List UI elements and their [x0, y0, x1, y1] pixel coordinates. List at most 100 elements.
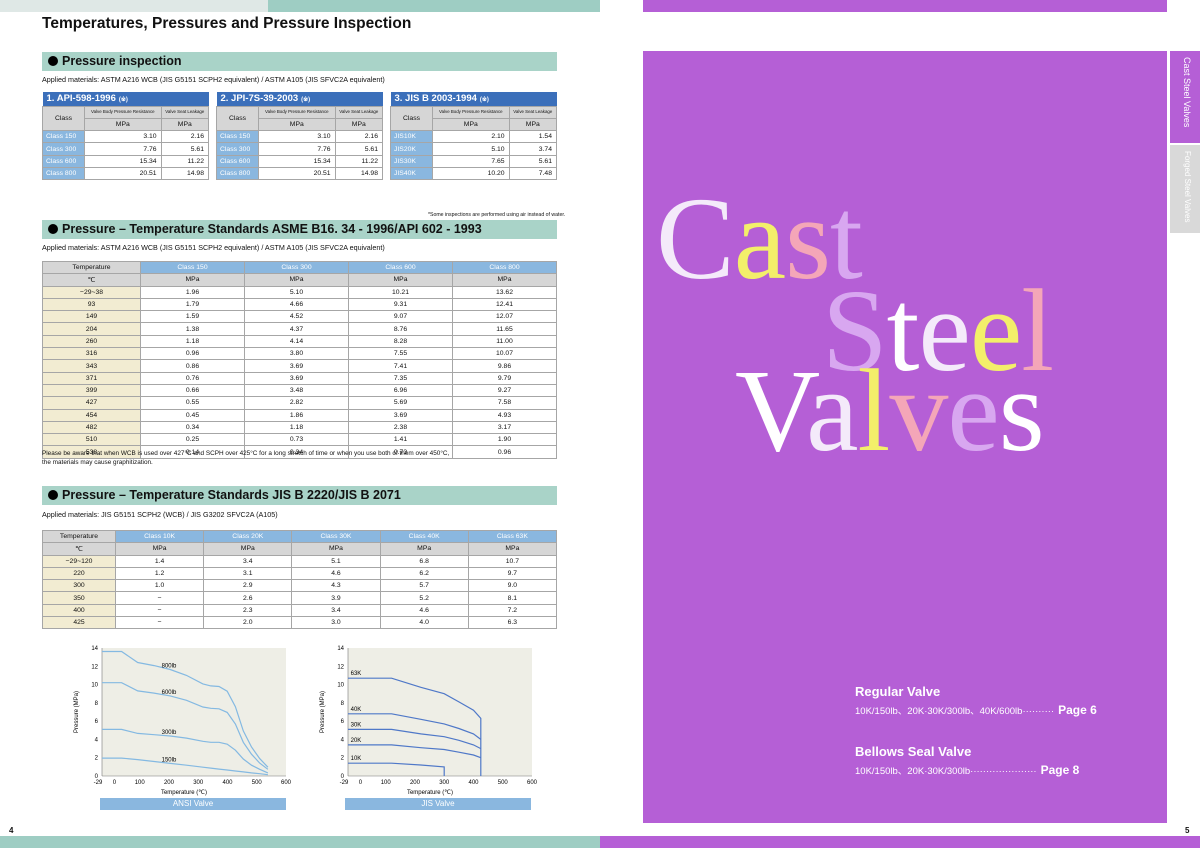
pressure-cell: 4.0: [379, 616, 469, 630]
value-cell: 11.22: [160, 154, 210, 168]
pressure-cell: 3.1: [203, 566, 293, 581]
y-tick-label: 14: [91, 646, 98, 652]
bullet-icon: [48, 224, 58, 234]
unit-header: MPa: [84, 117, 162, 132]
pressure-cell: −: [114, 591, 205, 605]
pressure-cell: 1.18: [244, 420, 349, 435]
table-row: Class 600 15.34 11.22: [42, 154, 210, 168]
class-cell: JIS10K: [390, 130, 433, 144]
table-row: 510 0.25 0.73 1.41 1.90: [42, 433, 557, 447]
table-row: 316 0.96 3.80 7.55 10.07: [42, 347, 557, 361]
tab-cast-steel[interactable]: Cast Steel Valves: [1170, 51, 1200, 143]
unit-header: MPa: [140, 273, 245, 287]
bottom-bar-left: [0, 836, 600, 848]
x-tick-label: 0: [359, 780, 363, 786]
item-title: Bellows Seal Valve: [855, 744, 972, 759]
table-row: 400−2.3 3.4 4.6 7.2: [42, 603, 558, 618]
series-label: 600lb: [162, 690, 177, 696]
pressure-cell: 6.3: [467, 616, 558, 630]
pressure-cell: 10.7: [467, 554, 558, 568]
pressure-cell: 0.45: [140, 408, 245, 422]
pressure-cell: 1.59: [140, 310, 245, 324]
inspection-table-title: 1. API-598-1996 (※): [42, 92, 209, 106]
class-cell: Class 600: [216, 154, 259, 168]
tab-forged-steel[interactable]: Forged Steel Valves: [1170, 145, 1200, 233]
y-tick-label: 6: [341, 719, 345, 725]
temperature-cell: 482: [42, 420, 141, 435]
table-row: 538 0.14 0.34 0.73 0.96: [42, 445, 557, 459]
value-cell: 5.10: [432, 142, 510, 156]
class-header: Class: [390, 105, 433, 132]
x-axis-label: Temperature (℃): [407, 790, 453, 796]
table-row: JIS20K 5.10 3.74: [390, 142, 558, 156]
pressure-cell: 5.7: [379, 579, 469, 593]
pressure-cell: 1.38: [140, 322, 245, 336]
y-tick-label: 8: [95, 701, 99, 707]
temp-header: Temperature: [42, 529, 116, 544]
pressure-cell: 1.18: [140, 334, 245, 349]
unit-header: MPa: [348, 273, 453, 287]
value-cell: 7.65: [432, 154, 510, 168]
temperature-cell: 260: [42, 334, 141, 349]
table-row: Class 150 3.10 2.16: [42, 130, 210, 144]
table-row: 425−2.0 3.0 4.0 6.3: [42, 616, 558, 630]
value-cell: 11.22: [334, 154, 384, 168]
temperature-cell: 427: [42, 396, 141, 410]
temp-unit-header: ℃: [42, 542, 116, 556]
cover-letter: e: [947, 345, 999, 476]
seat-leakage-header: Valve Seat Leakage: [160, 105, 210, 119]
table-row: Class 300 7.76 5.61: [42, 142, 210, 156]
pressure-cell: 5.69: [348, 396, 453, 410]
asme-table: Temperature Class 150 Class 300 Class 600 Cl…: [42, 260, 557, 459]
pressure-cell: 9.07: [348, 310, 453, 324]
pressure-cell: 1.0: [114, 579, 205, 593]
unit-header: MPa: [244, 273, 349, 287]
unit-header: MPa: [508, 117, 558, 132]
series-line-30K: [348, 728, 482, 750]
pressure-cell: 1.86: [244, 408, 349, 422]
cover-letter: a: [733, 173, 786, 304]
pressure-cell: 0.55: [140, 396, 245, 410]
note-mark: (※): [301, 97, 311, 104]
series-line-600lb: [102, 682, 269, 770]
jis-table: Temperature Class 10K Class 20K Class 30K Cl…: [42, 529, 558, 630]
pressure-cell: 1.96: [140, 285, 245, 299]
class-cell: Class 800: [42, 166, 85, 181]
pressure-cell: 10.21: [348, 285, 453, 299]
inspection-table: 1. API-598-1996 (※) Class Valve Body Pressu…: [42, 92, 210, 181]
pressure-cell: 5.1: [291, 554, 381, 568]
pressure-cell: 2.9: [203, 579, 293, 593]
temperature-cell: 343: [42, 359, 141, 373]
unit-header: MPa: [432, 117, 510, 132]
y-tick-label: 0: [341, 774, 345, 780]
value-cell: 14.98: [334, 166, 384, 181]
seat-leakage-header: Valve Seat Leakage: [508, 105, 558, 119]
class-header: Class 600: [348, 260, 453, 275]
series-line-63K: [348, 677, 482, 776]
temperature-cell: 300: [42, 579, 116, 593]
series-line-150lb: [102, 757, 268, 776]
value-cell: 2.16: [160, 130, 210, 144]
series-line-800lb: [102, 650, 269, 768]
temperature-cell: −29~120: [42, 554, 116, 568]
cover-letter: V: [735, 345, 807, 476]
pressure-cell: 0.96: [452, 445, 557, 459]
applied-materials-jis: Applied materials: JIS G5151 SCPH2 (WCB)…: [42, 510, 278, 519]
pressure-cell: 0.25: [140, 433, 245, 447]
standard-name: 2. JPI-7S-39-2003: [220, 93, 299, 105]
pressure-cell: 4.52: [244, 310, 349, 324]
y-tick-label: 2: [341, 756, 345, 762]
temperature-cell: 400: [42, 603, 116, 618]
cover-word-1: Cast: [656, 173, 863, 304]
pressure-cell: 12.41: [452, 297, 557, 312]
class-header: Class 20K: [203, 529, 293, 544]
table-row: 399 0.66 3.48 6.96 9.27: [42, 383, 557, 398]
pressure-cell: 2.38: [348, 420, 453, 435]
unit-header: MPa: [258, 117, 336, 132]
class-cell: JIS30K: [390, 154, 433, 168]
cover-word-valves: Valves: [735, 352, 1045, 470]
cover-word-2: Steel: [822, 265, 1054, 396]
pressure-cell: 8.1: [467, 591, 558, 605]
temp-unit-header: ℃: [42, 273, 141, 287]
pressure-cell: 3.48: [244, 383, 349, 398]
